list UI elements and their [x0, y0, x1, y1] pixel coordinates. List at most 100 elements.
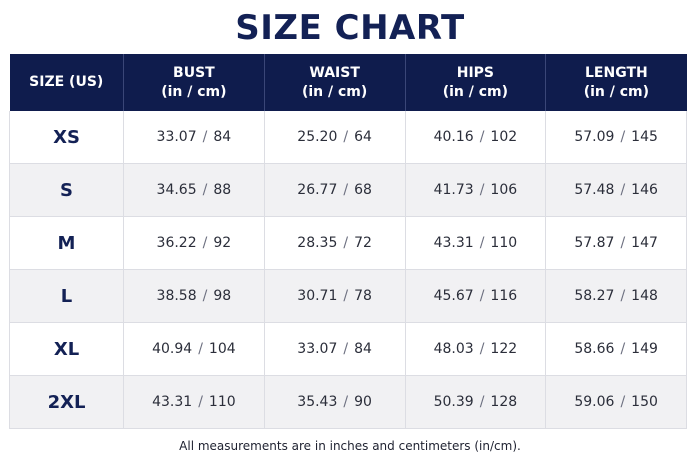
- separator: /: [620, 129, 626, 145]
- waist-in: 33.07: [297, 341, 338, 357]
- size-cell: XL: [9, 322, 124, 376]
- bust-in: 34.65: [156, 182, 197, 198]
- waist-in: 25.20: [297, 129, 338, 145]
- bust-in: 40.94: [152, 341, 193, 357]
- separator: /: [202, 182, 208, 198]
- separator: /: [202, 288, 208, 304]
- hips-in: 41.73: [433, 182, 474, 198]
- header-length-unit: (in / cm): [583, 83, 650, 100]
- bust-cm: 88: [213, 182, 232, 198]
- header-bust-unit: (in / cm): [161, 83, 227, 100]
- separator: /: [198, 394, 203, 410]
- length-in: 57.87: [574, 235, 615, 251]
- table-row: 2XL 43.31 / 110 35.43 / 90 50.39 / 128 59.06 / 1…: [9, 375, 687, 429]
- header-hips: HIPS (in / cm): [405, 54, 547, 111]
- bust-in: 38.58: [156, 288, 197, 304]
- hips-cell: 45.67 / 116: [405, 269, 547, 323]
- separator: /: [202, 235, 208, 251]
- length-cm: 145: [631, 129, 658, 145]
- separator: /: [620, 394, 626, 410]
- header-hips-unit: (in / cm): [442, 83, 509, 100]
- bust-cm: 92: [213, 235, 232, 251]
- length-in: 57.09: [574, 129, 615, 145]
- hips-cm: 128: [490, 394, 518, 410]
- hips-cm: 110: [490, 235, 518, 251]
- bust-cell: 43.31 / 110: [123, 375, 265, 429]
- header-length-label: LENGTH: [585, 64, 648, 81]
- waist-cell: 30.71 / 78: [264, 269, 406, 323]
- bust-cm: 98: [213, 288, 232, 304]
- size-cell: L: [9, 269, 124, 323]
- header-waist: WAIST (in / cm): [264, 54, 406, 111]
- length-cell: 57.87 / 147: [545, 216, 687, 270]
- hips-cm: 102: [490, 129, 518, 145]
- waist-in: 30.71: [297, 288, 338, 304]
- separator: /: [479, 341, 485, 357]
- waist-cell: 25.20 / 64: [264, 111, 406, 164]
- header-bust: BUST (in / cm): [123, 54, 265, 111]
- length-cm: 149: [631, 341, 658, 357]
- header-hips-label: HIPS: [456, 64, 495, 81]
- separator: /: [479, 182, 485, 198]
- size-cell: M: [9, 216, 124, 270]
- bust-cell: 36.22 / 92: [123, 216, 265, 270]
- separator: /: [343, 235, 349, 251]
- table-row: M 36.22 / 92 28.35 / 72 43.31 / 110 57.87 / 147: [9, 216, 687, 270]
- bust-cm: 84: [213, 129, 232, 145]
- waist-cm: 78: [354, 288, 372, 304]
- bust-in: 36.22: [156, 235, 197, 251]
- table-row: XS 33.07 / 84 25.20 / 64 40.16 / 102 57.09 / 145: [9, 111, 687, 164]
- table-row: S 34.65 / 88 26.77 / 68 41.73 / 106 57.48 / 146: [9, 163, 687, 217]
- table-row: XL 40.94 / 104 33.07 / 84 48.03 / 122 58.66 / 14…: [9, 322, 687, 376]
- footnote: All measurements are in inches and centi…: [179, 439, 521, 453]
- size-label: XS: [53, 126, 80, 148]
- waist-cell: 28.35 / 72: [264, 216, 406, 270]
- size-label: XL: [53, 338, 80, 360]
- length-cell: 58.66 / 149: [545, 322, 687, 376]
- bust-in: 33.07: [156, 129, 197, 145]
- hips-in: 50.39: [433, 394, 474, 410]
- waist-cm: 72: [354, 235, 372, 251]
- size-label: S: [60, 179, 73, 201]
- separator: /: [620, 235, 626, 251]
- header-waist-label: WAIST: [309, 64, 360, 81]
- hips-cell: 43.31 / 110: [405, 216, 547, 270]
- waist-cm: 90: [354, 394, 372, 410]
- size-label: L: [60, 285, 73, 307]
- length-cm: 146: [631, 182, 658, 198]
- size-cell: 2XL: [9, 375, 124, 429]
- table-header-row: SIZE (US) BUST (in / cm) WAIST (in / cm)…: [9, 54, 687, 111]
- hips-in: 48.03: [433, 341, 474, 357]
- size-cell: S: [9, 163, 124, 217]
- hips-in: 43.31: [433, 235, 474, 251]
- waist-cell: 26.77 / 68: [264, 163, 406, 217]
- size-chart-table: SIZE (US) BUST (in / cm) WAIST (in / cm)…: [9, 54, 687, 429]
- length-cm: 147: [631, 235, 658, 251]
- size-label: 2XL: [47, 391, 86, 413]
- hips-cell: 50.39 / 128: [405, 375, 547, 429]
- separator: /: [479, 235, 485, 251]
- hips-cm: 122: [490, 341, 518, 357]
- separator: /: [343, 394, 349, 410]
- bust-cell: 34.65 / 88: [123, 163, 265, 217]
- waist-in: 28.35: [297, 235, 338, 251]
- separator: /: [202, 129, 208, 145]
- length-cell: 59.06 / 150: [545, 375, 687, 429]
- header-length: LENGTH (in / cm): [545, 54, 687, 111]
- waist-cell: 35.43 / 90: [264, 375, 406, 429]
- length-cm: 148: [631, 288, 658, 304]
- waist-cm: 64: [354, 129, 372, 145]
- length-in: 59.06: [574, 394, 615, 410]
- separator: /: [620, 341, 626, 357]
- waist-in: 35.43: [297, 394, 338, 410]
- hips-cm: 106: [490, 182, 518, 198]
- bust-cell: 33.07 / 84: [123, 111, 265, 164]
- separator: /: [198, 341, 203, 357]
- hips-cell: 40.16 / 102: [405, 111, 547, 164]
- length-cell: 58.27 / 148: [545, 269, 687, 323]
- length-in: 58.66: [574, 341, 615, 357]
- table-row: L 38.58 / 98 30.71 / 78 45.67 / 116 58.27 / 148: [9, 269, 687, 323]
- separator: /: [343, 182, 349, 198]
- length-cell: 57.48 / 146: [545, 163, 687, 217]
